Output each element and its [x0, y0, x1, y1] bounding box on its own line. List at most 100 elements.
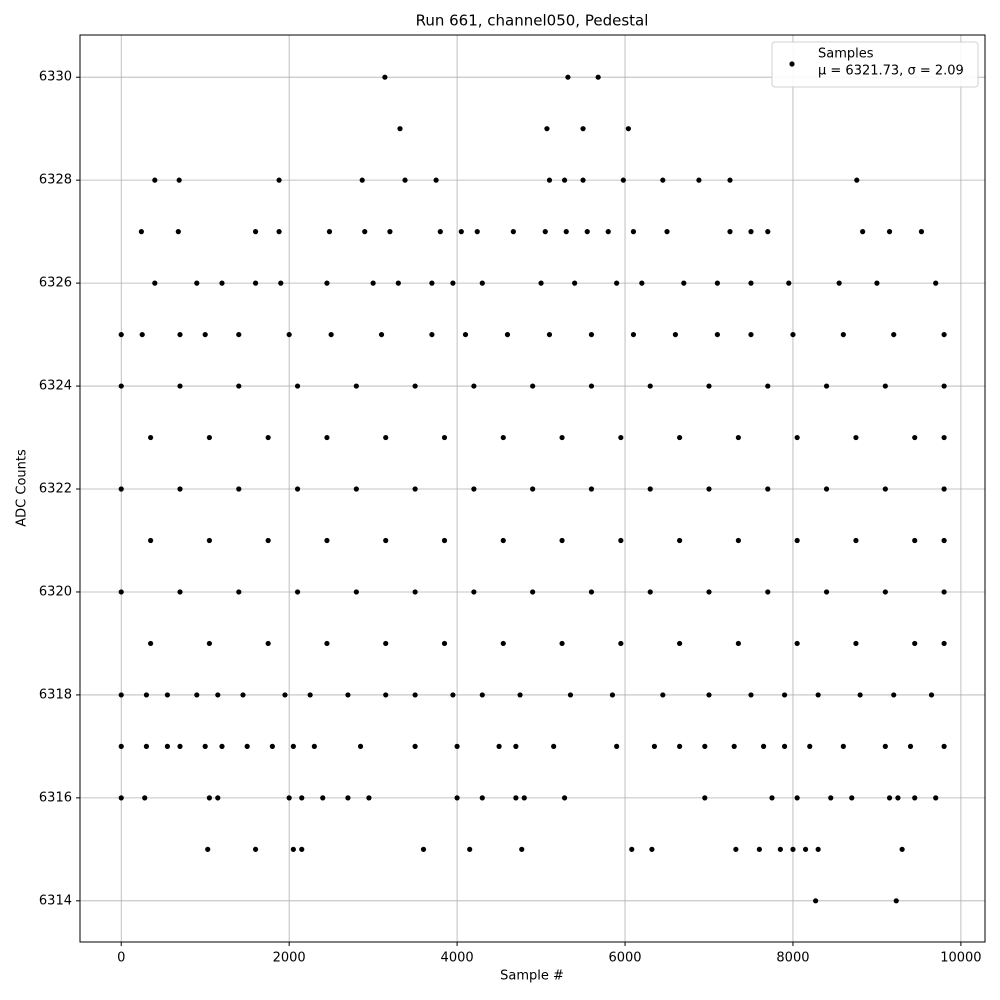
data-point — [402, 177, 408, 183]
data-point — [441, 640, 448, 647]
data-point — [551, 743, 557, 749]
data-point — [840, 331, 846, 338]
data-point — [651, 743, 658, 749]
y-tick-label: 6322 — [39, 482, 72, 497]
data-point — [748, 331, 754, 338]
data-point — [450, 280, 456, 286]
data-point — [941, 537, 947, 544]
data-point — [324, 640, 330, 647]
data-point — [677, 537, 683, 544]
data-point — [412, 383, 418, 389]
data-point — [807, 743, 813, 749]
x-tick-label: 2000 — [273, 951, 306, 966]
data-point — [538, 280, 544, 286]
data-point — [290, 846, 296, 852]
legend-marker — [789, 61, 795, 67]
data-point — [588, 331, 595, 338]
data-point — [567, 692, 574, 698]
data-point — [765, 486, 771, 492]
y-tick-label: 6314 — [39, 893, 72, 908]
data-point — [781, 743, 788, 749]
legend-box — [771, 41, 979, 88]
data-point — [714, 331, 720, 338]
data-point — [290, 743, 296, 749]
data-point — [353, 486, 359, 492]
data-point — [727, 229, 733, 235]
data-point — [236, 486, 242, 492]
data-point — [353, 383, 359, 389]
data-point — [164, 692, 171, 698]
data-point — [467, 846, 473, 852]
data-point — [765, 383, 771, 389]
data-point — [561, 177, 568, 183]
data-point — [933, 795, 939, 801]
data-point — [618, 537, 624, 544]
data-point — [895, 795, 901, 801]
data-point — [735, 640, 741, 647]
data-point — [143, 692, 150, 698]
data-point — [790, 331, 796, 338]
data-point — [765, 229, 771, 235]
data-point — [397, 126, 403, 132]
data-point — [530, 589, 536, 595]
data-point — [891, 331, 897, 338]
data-point — [706, 383, 712, 389]
data-point — [299, 846, 305, 852]
data-point — [479, 692, 485, 698]
data-point — [765, 589, 771, 595]
data-point — [152, 177, 158, 183]
data-point — [706, 486, 712, 492]
data-point — [240, 692, 246, 698]
data-point — [860, 229, 866, 235]
data-point — [580, 126, 586, 132]
data-point — [630, 229, 637, 235]
data-point — [519, 846, 525, 852]
data-point — [324, 434, 330, 441]
data-point — [828, 795, 834, 801]
data-point — [276, 177, 282, 183]
y-tick-label: 6330 — [39, 70, 72, 85]
data-point — [933, 280, 939, 286]
data-point — [383, 692, 389, 698]
data-point — [546, 331, 553, 338]
data-point — [517, 692, 523, 698]
data-point — [886, 229, 893, 235]
data-point — [572, 280, 578, 286]
data-point — [118, 589, 124, 595]
data-point — [941, 743, 947, 749]
data-point — [794, 434, 800, 441]
data-point — [733, 846, 739, 852]
data-point — [353, 589, 359, 595]
y-tick-label: 6326 — [39, 276, 72, 291]
data-point — [815, 692, 821, 698]
data-point — [530, 486, 536, 492]
data-point — [614, 743, 620, 749]
data-point — [899, 846, 905, 852]
data-point — [244, 743, 250, 749]
data-point — [510, 229, 516, 235]
data-point — [731, 743, 737, 749]
data-point — [614, 280, 620, 286]
data-point — [696, 177, 702, 183]
data-point — [609, 692, 616, 698]
data-point — [893, 898, 899, 904]
data-point — [474, 229, 480, 235]
data-point — [521, 795, 527, 801]
data-point — [559, 537, 565, 544]
data-point — [206, 434, 212, 441]
data-point — [647, 486, 653, 492]
data-point — [118, 692, 124, 698]
data-point — [357, 743, 364, 749]
data-point — [853, 537, 859, 544]
data-point — [219, 280, 225, 286]
data-point — [118, 743, 124, 749]
data-point — [454, 743, 460, 749]
data-point — [660, 692, 666, 698]
data-point — [177, 486, 183, 492]
data-point — [433, 177, 439, 183]
data-point — [206, 795, 212, 801]
data-point — [454, 795, 460, 801]
data-point — [794, 640, 800, 647]
data-point — [706, 692, 712, 698]
